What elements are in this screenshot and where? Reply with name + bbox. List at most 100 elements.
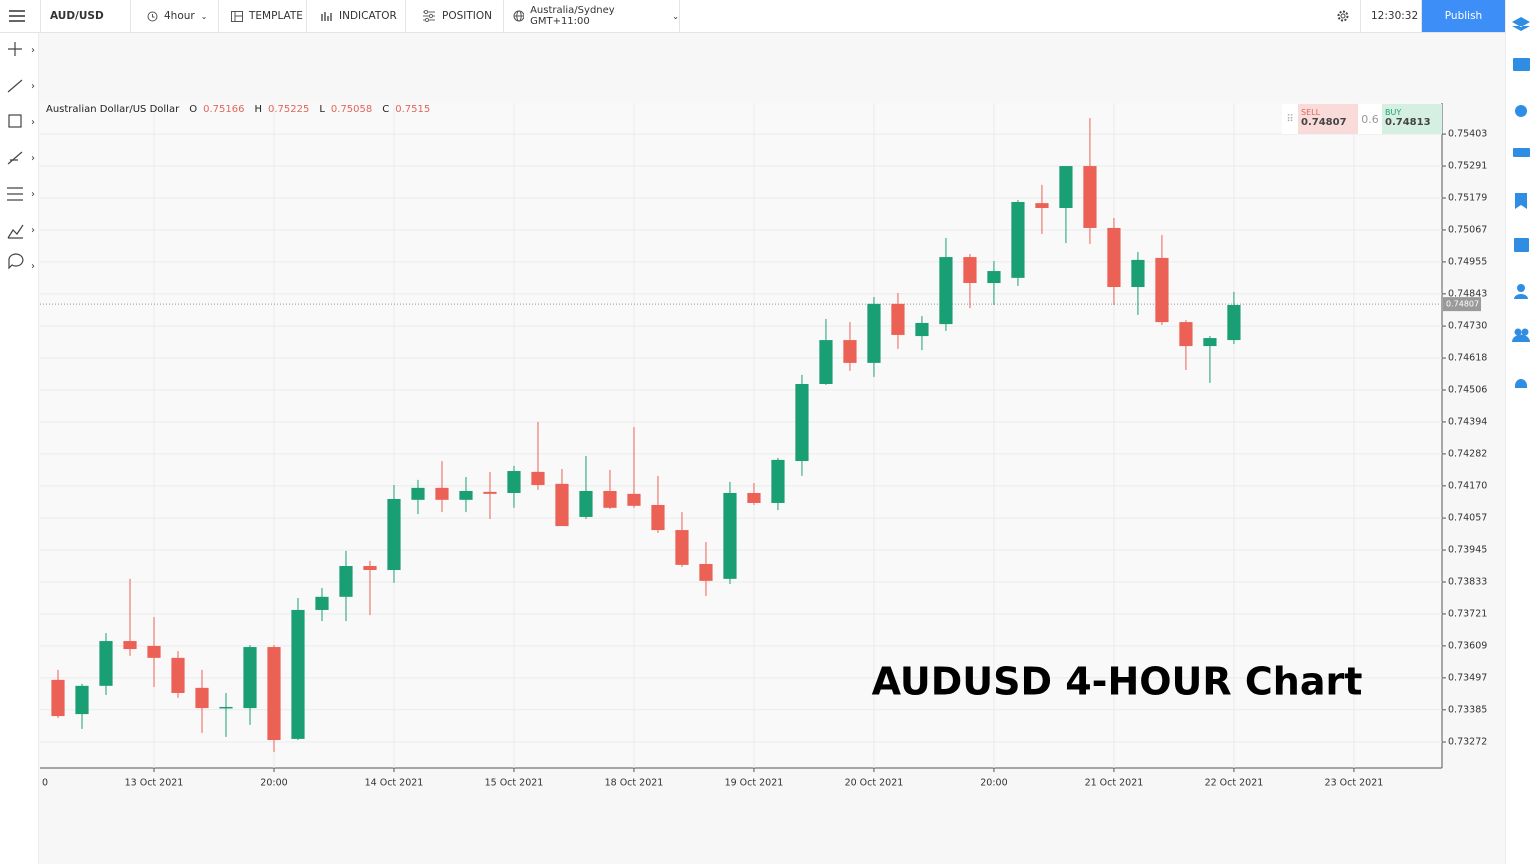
candle-body <box>1227 304 1241 341</box>
position-button[interactable]: POSITION <box>406 0 504 32</box>
ohlc-value: 0.75058 <box>330 104 373 115</box>
candle-body <box>219 706 233 709</box>
x-tick-label: 15 Oct 2021 <box>485 778 544 789</box>
svg-text:›: › <box>31 45 35 56</box>
sell-button[interactable]: SELL 0.74807 <box>1298 104 1358 134</box>
candle-body <box>123 641 137 650</box>
clock-icon <box>147 11 158 21</box>
pattern-tool[interactable] <box>7 187 23 201</box>
last-price-badge <box>1443 297 1481 312</box>
x-tick-label: 19 Oct 2021 <box>725 778 784 789</box>
buy-price: 0.74813 <box>1385 117 1431 128</box>
candle-body <box>315 596 329 610</box>
y-tick-label: 0.74730 <box>1448 321 1487 332</box>
candle-body <box>195 687 209 709</box>
y-tick-label: 0.74506 <box>1448 384 1487 395</box>
y-tick-label: 0.75403 <box>1448 129 1487 140</box>
annotation-tool[interactable] <box>8 253 24 270</box>
y-tick-label: 0.73721 <box>1448 608 1487 619</box>
candle-body <box>651 504 665 531</box>
spread: 0.6 <box>1358 104 1382 134</box>
ohlc-label: H <box>254 104 262 115</box>
template-button[interactable]: TEMPLATE <box>219 0 307 32</box>
fib-tool[interactable] <box>7 151 23 165</box>
ohlc-value: 0.7515 <box>395 104 431 115</box>
menu-button[interactable] <box>0 0 40 32</box>
candle-body <box>339 566 353 597</box>
y-tick-label: 0.74282 <box>1448 448 1487 459</box>
side-icons <box>1512 17 1530 389</box>
svg-text:›: › <box>31 261 35 272</box>
publish-button[interactable]: Publish <box>1422 0 1505 32</box>
candle-body <box>387 498 401 571</box>
shape-tool[interactable] <box>8 114 22 128</box>
ohlc-legend: Australian Dollar/US Dollar O 0.75166 H 0.… <box>46 104 434 115</box>
candle-body <box>603 490 617 508</box>
template-label: TEMPLATE <box>249 10 303 22</box>
candle-body <box>891 303 905 335</box>
y-tick-label: 0.73945 <box>1448 545 1487 556</box>
position-label: POSITION <box>442 10 492 22</box>
candle-body <box>771 459 785 503</box>
y-tick-label: 0.74057 <box>1448 513 1487 524</box>
candle-body <box>507 471 521 493</box>
position-icon <box>423 10 435 22</box>
y-tick-label: 0.75291 <box>1448 161 1487 172</box>
menu-icon <box>9 10 25 22</box>
timezone-select[interactable]: Australia/Sydney GMT+11:00 ⌄ <box>504 0 680 32</box>
settings-button[interactable] <box>1328 0 1360 32</box>
crosshair-tool[interactable] <box>8 42 22 56</box>
candle-body <box>1131 259 1145 288</box>
y-tick-label: 0.74618 <box>1448 353 1487 364</box>
svg-text:›: › <box>31 81 35 92</box>
candle-body <box>1155 257 1169 323</box>
candle-body <box>1011 201 1025 278</box>
alert-icon[interactable] <box>1515 379 1527 389</box>
buy-button[interactable]: BUY 0.74813 <box>1382 104 1442 134</box>
idea-icon[interactable] <box>1515 105 1527 117</box>
candle-body <box>483 491 497 494</box>
line-tool[interactable] <box>7 79 23 93</box>
x-labels: 0 13 Oct 2021 20:00 14 Oct 2021 15 Oct 2021 1… <box>42 768 1384 789</box>
x-tick-label: 23 Oct 2021 <box>1325 778 1384 789</box>
candle-body <box>843 340 857 363</box>
user-icon[interactable] <box>1517 284 1525 292</box>
symbol-select[interactable]: AUD/USD <box>40 0 131 32</box>
candle-body <box>363 566 377 571</box>
ohlc-value: 0.75225 <box>267 104 310 115</box>
screen-icon[interactable] <box>1514 238 1529 252</box>
clock: 12:30:32 <box>1360 0 1422 32</box>
svg-text:›: › <box>31 117 35 128</box>
candle-body <box>171 657 185 693</box>
chat-icon[interactable] <box>1513 148 1530 157</box>
candle-body <box>1179 322 1193 347</box>
y-tick-label: 0.73497 <box>1448 672 1487 683</box>
plot <box>40 103 1442 768</box>
layers-icon[interactable] <box>1512 17 1530 31</box>
symbol: AUD/USD <box>50 10 104 22</box>
x-tick-label: 20:00 <box>980 778 1007 789</box>
indicator-button[interactable]: INDICATOR <box>307 0 406 32</box>
timezone: Australia/Sydney GMT+11:00 <box>530 5 615 27</box>
watermark-title: AUDUSD 4-HOUR Chart <box>872 660 1363 704</box>
candle-body <box>963 257 977 284</box>
candle-body <box>987 271 1001 284</box>
candle-body <box>555 483 569 527</box>
drag-handle[interactable]: ⠿ <box>1282 104 1298 134</box>
candle-body <box>675 530 689 565</box>
candle-body <box>435 487 449 500</box>
prediction-tool[interactable] <box>7 224 24 239</box>
gear-icon <box>1337 10 1349 22</box>
candle-body <box>267 647 281 741</box>
interval-select[interactable]: 4hour ⌄ <box>131 0 219 32</box>
y-tick-label: 0.73272 <box>1448 737 1487 748</box>
calendar-icon[interactable] <box>1513 58 1530 71</box>
svg-text:›: › <box>31 153 35 164</box>
x-tick-label: 18 Oct 2021 <box>605 778 664 789</box>
x-tick-label: 20:00 <box>260 778 287 789</box>
candle-body <box>99 641 113 686</box>
bookmark-icon[interactable] <box>1515 193 1527 209</box>
users-icon[interactable] <box>1514 328 1522 336</box>
x-tick-label: 0 <box>42 778 48 789</box>
